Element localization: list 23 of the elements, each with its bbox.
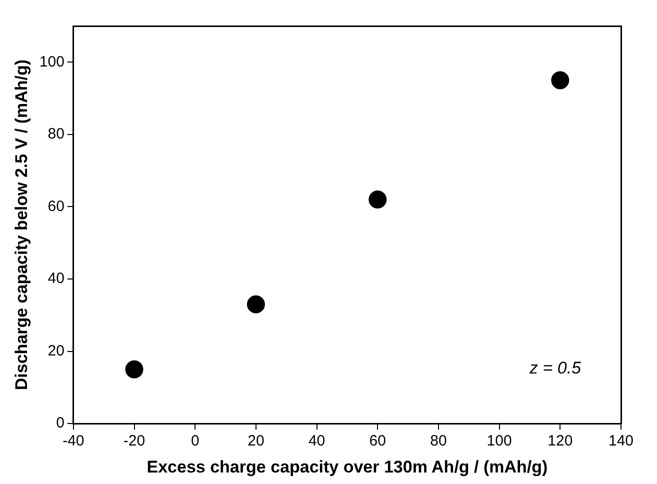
x-tick-label: -40 <box>62 432 84 450</box>
annotation: z = 0.5 <box>528 358 582 378</box>
point <box>368 190 387 208</box>
y-tick-label: 60 <box>48 198 64 215</box>
x-tick-label: 60 <box>369 432 386 450</box>
x-tick-label: 80 <box>430 432 447 450</box>
x-tick-label: 40 <box>308 432 326 450</box>
x-tick-label: 140 <box>608 432 634 450</box>
y-tick-label: 20 <box>48 342 64 360</box>
x-tick-label: 0 <box>190 432 200 450</box>
x-tick-label: -20 <box>123 432 146 450</box>
y-tick-label: 0 <box>56 414 64 432</box>
point <box>125 360 144 378</box>
y-tick-label: 100 <box>39 53 64 70</box>
x-tick-label: 100 <box>486 432 512 450</box>
y-axis-title: Discharge capacity below 2.5 V / (mAh/g) <box>12 59 31 390</box>
y-tick-label: 40 <box>48 270 64 288</box>
y-tick-label: 80 <box>48 126 64 143</box>
x-tick-label: 20 <box>248 432 264 450</box>
x-axis-title: Excess charge capacity over 130m Ah/g / (mAh/g) <box>146 457 548 476</box>
x-tick-label: 120 <box>548 432 573 450</box>
point <box>551 71 570 90</box>
point <box>246 295 265 314</box>
